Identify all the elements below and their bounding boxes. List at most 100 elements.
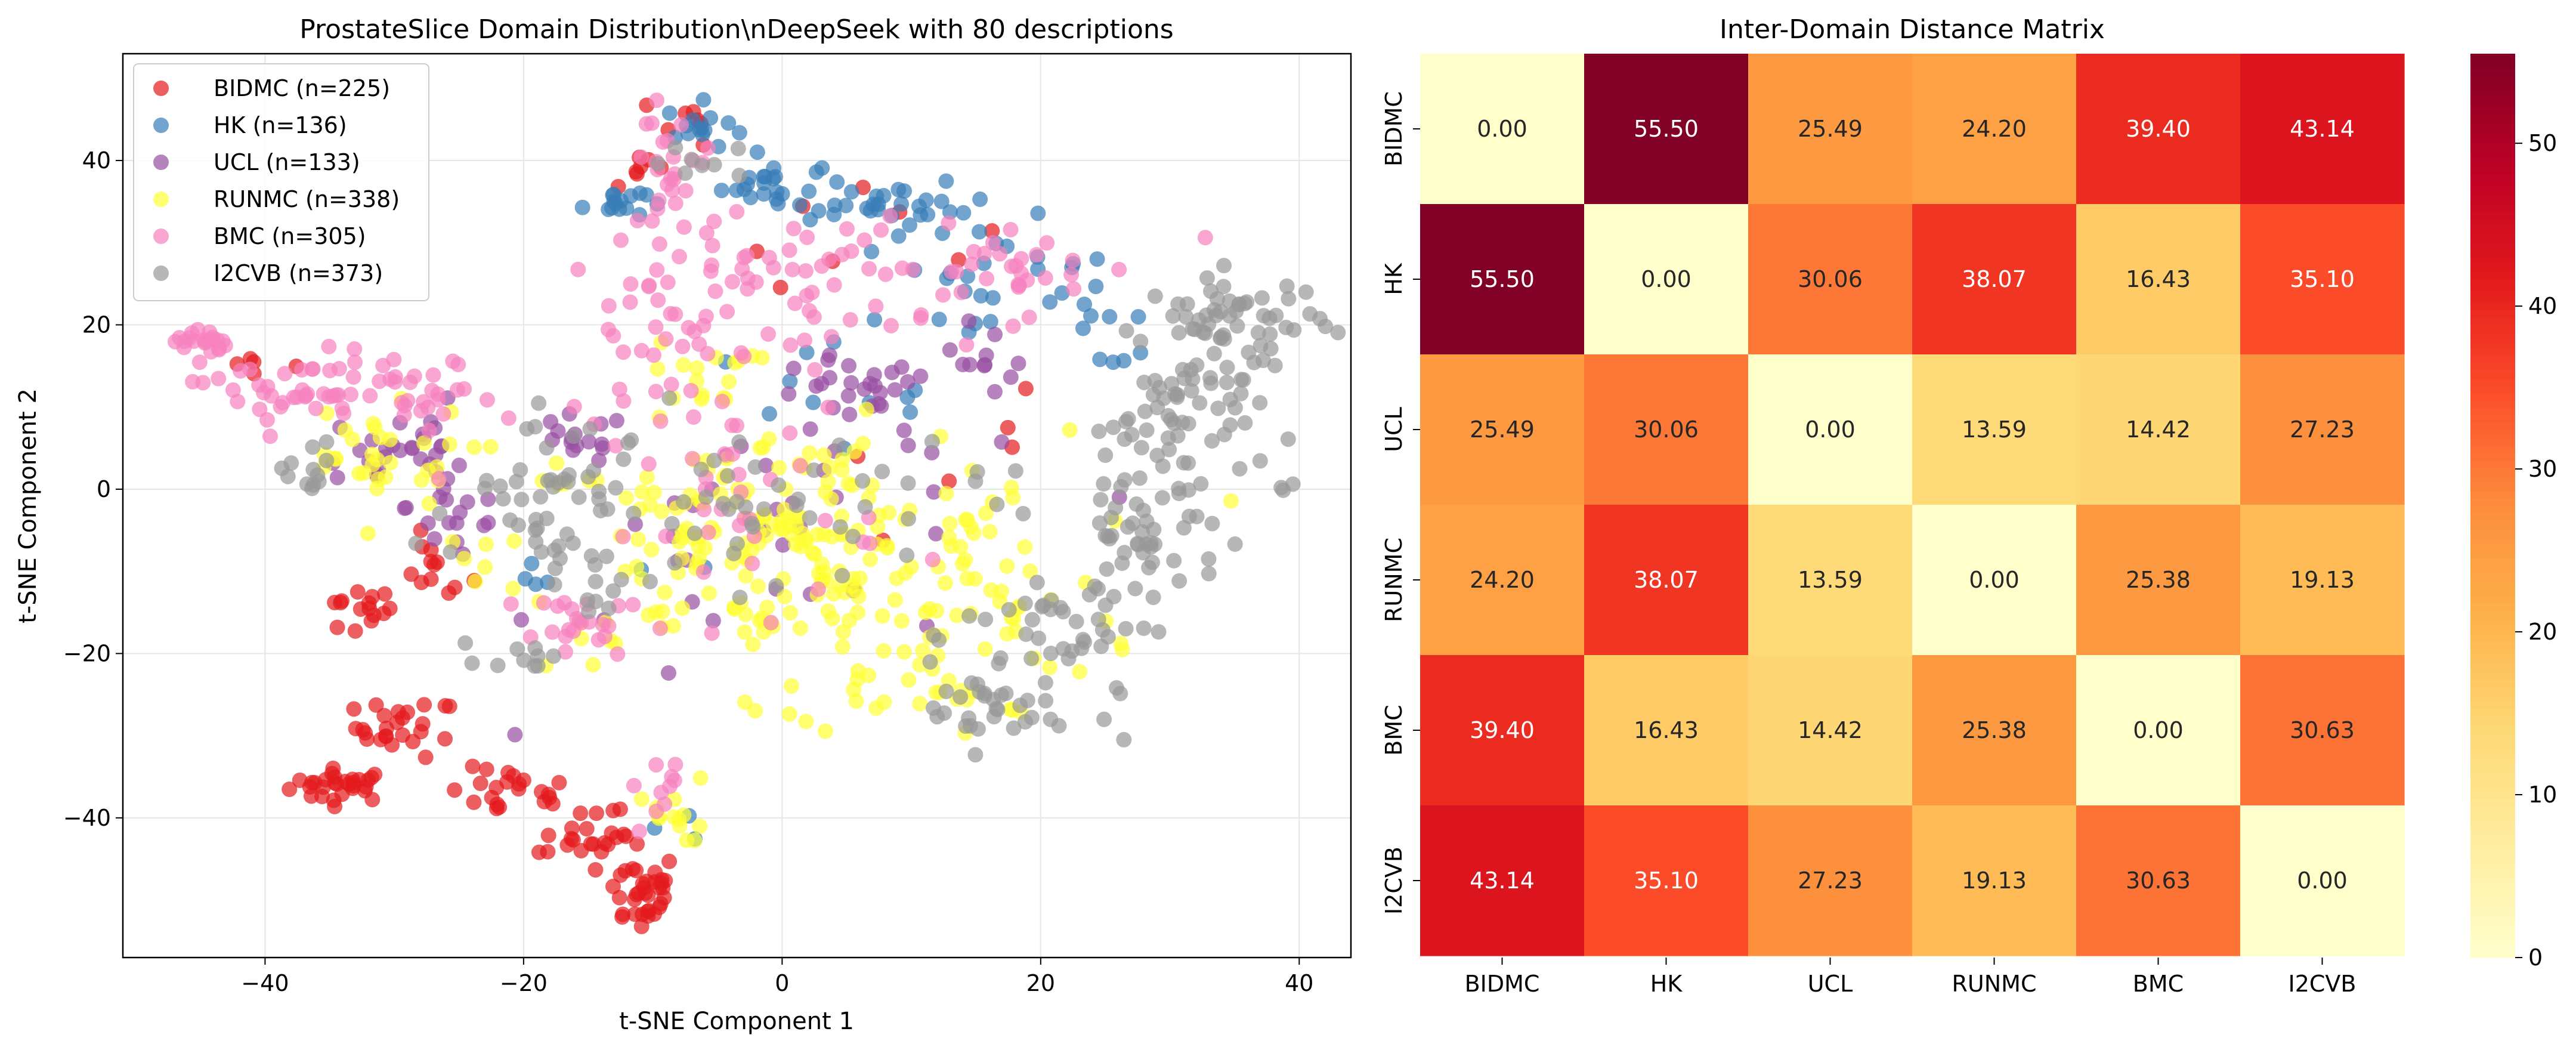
scatter-point [564,820,580,836]
heatmap-x-tick-label: HK [1650,971,1683,997]
colorbar-segment [2470,543,2515,552]
scatter-point [211,370,227,387]
scatter-point [566,399,582,415]
series-1 [517,92,1149,847]
scatter-point [664,769,680,785]
scatter-point [665,618,681,634]
scatter-point [862,551,879,567]
scatter-point [922,654,938,670]
scatter-point [874,464,890,480]
scatter-point [1022,563,1038,579]
scatter-point [581,434,597,450]
scatter-point [799,344,815,360]
colorbar-segment [2470,152,2515,160]
scatter-point [838,197,854,214]
scatter-point [831,437,848,453]
scatter-point [587,861,604,878]
scatter-point [1137,403,1153,419]
scatter-point [633,918,650,934]
scatter-point [425,367,441,383]
scatter-point [478,761,494,777]
colorbar-segment [2470,912,2515,921]
scatter-point [955,357,971,373]
scatter-point [756,168,772,184]
scatter-point [1117,472,1133,488]
colorbar-segment [2470,174,2515,183]
colorbar-segment [2470,694,2515,702]
scatter-point [347,354,363,370]
scatter-point [1127,580,1143,597]
scatter-point [1223,493,1239,509]
scatter-point [890,228,907,244]
heatmap-cell-label: 0.00 [2133,717,2184,743]
scatter-point [598,548,614,564]
scatter-point [726,601,742,617]
scatter-point [1154,490,1170,506]
scatter-point [1094,622,1111,638]
scatter-point [1105,419,1121,436]
scatter-points [167,92,1346,934]
heatmap-cell-label: 30.06 [1634,416,1699,443]
scatter-title: ProstateSlice Domain Distribution\nDeepS… [299,14,1173,45]
scatter-point [1197,325,1213,341]
scatter-point [545,796,561,812]
scatter-point [1203,375,1219,391]
scatter-point [648,384,664,400]
scatter-point [1236,295,1253,311]
scatter-point [547,560,563,576]
scatter-point [760,326,777,342]
scatter-point [413,472,429,488]
heatmap-cell-label: 35.10 [1634,867,1699,894]
colorbar-segment [2470,385,2515,393]
scatter-point [649,262,665,278]
scatter-point [382,455,398,471]
scatter-point [1103,509,1119,526]
scatter-point [657,796,673,812]
scatter-point [282,782,298,798]
heatmap-cell [2076,354,2241,505]
scatter-point [1273,480,1289,496]
scatter-point [345,771,361,788]
scatter-point [540,827,556,844]
scatter-point [787,295,803,311]
scatter-point [1017,539,1033,555]
y-tick-label: 20 [82,312,111,338]
scatter-point [1216,279,1232,295]
scatter-point [896,183,912,199]
scatter-point [351,465,367,481]
heatmap-cell [1584,54,1749,205]
scatter-point [184,325,200,341]
scatter-point [913,310,929,326]
scatter-point [1102,308,1118,325]
scatter-point [1204,515,1220,532]
scatter-point [372,430,388,446]
scatter-point [901,672,917,688]
scatter-point [750,578,766,594]
scatter-point [882,208,898,224]
legend-marker [153,265,169,281]
scatter-point [491,799,508,815]
colorbar-segment [2470,942,2515,951]
scatter-point [786,360,802,376]
heatmap-cell-label: 14.42 [1798,717,1863,743]
scatter-point [466,439,483,455]
scatter-point [781,386,797,402]
scatter-point [973,288,989,304]
scatter-point [695,92,712,108]
scatter-point [1019,272,1035,288]
scatter-point [1147,373,1163,389]
scatter-point [365,416,381,432]
scatter-point [559,526,575,542]
scatter-point [1096,476,1112,492]
scatter-point [972,224,988,240]
heatmap-x-tick-label: UCL [1808,971,1853,997]
scatter-point [964,257,980,273]
scatter-point [714,394,730,410]
scatter-point [536,595,552,611]
scatter-point [1007,463,1023,479]
scatter-point [527,658,543,674]
legend-marker [153,228,169,244]
scatter-point [874,608,890,624]
scatter-point [305,462,321,478]
scatter-point [651,192,667,208]
